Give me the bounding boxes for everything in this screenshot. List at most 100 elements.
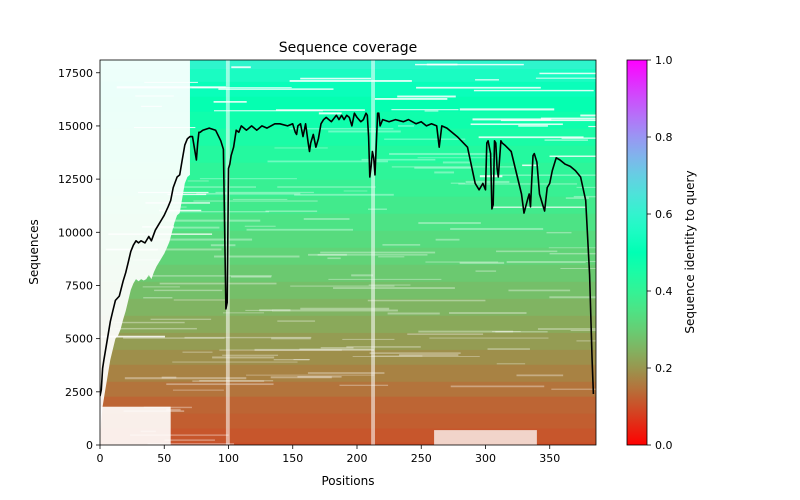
gap-streak [215, 191, 314, 194]
gap-streak [458, 183, 578, 185]
gap-streak [491, 206, 587, 208]
x-tick-label: 350 [539, 452, 560, 465]
low-identity-gap [100, 406, 171, 445]
gap-streak [492, 331, 521, 333]
gap-streak [346, 346, 421, 348]
gap-streak [159, 209, 202, 212]
gap-streak [275, 109, 365, 111]
identity-band [100, 349, 596, 365]
y-tick-label: 7500 [65, 279, 93, 292]
colorbar-label: Sequence identity to query [683, 170, 697, 333]
gap-streak [361, 158, 436, 161]
gap-streak [368, 284, 411, 286]
gap-streak [218, 88, 334, 90]
gap-streak [144, 275, 272, 277]
gap-streak [351, 274, 374, 277]
gap-streak [397, 95, 456, 98]
gap-streak [143, 297, 173, 299]
gap-streak [459, 108, 555, 111]
colorbar-ticks: 0.0 0.2 0.4 0.6 0.8 1.0 [647, 54, 673, 452]
gap-streak [166, 408, 181, 411]
gap-streak [299, 348, 372, 350]
gap-streak [277, 320, 316, 322]
y-axis-label: Sequences [27, 219, 41, 284]
colorbar-tick-label: 0.6 [655, 208, 673, 221]
gap-streak [142, 286, 180, 288]
gap-streak [277, 186, 376, 188]
gap-streak [435, 238, 460, 241]
gap-streak [434, 171, 455, 174]
gap-streak [213, 110, 323, 112]
gap-streak [137, 191, 209, 194]
gap-streak [154, 289, 223, 292]
gap-streak [116, 86, 226, 89]
gap-streak [367, 299, 486, 302]
gap-streak [522, 164, 539, 167]
gap-streak [169, 211, 270, 213]
x-tick-label: 250 [411, 452, 432, 465]
gap-streak [549, 252, 596, 255]
gap-streak [245, 309, 273, 311]
gap-streak [546, 231, 572, 234]
gap-streak [565, 197, 590, 199]
gap-streak [150, 318, 212, 320]
gap-streak [191, 87, 292, 89]
gap-streak [384, 138, 466, 140]
gap-streak [450, 227, 544, 230]
gap-streak [159, 282, 277, 285]
gap-streak [147, 443, 235, 445]
gap-streak [382, 244, 421, 246]
gap-streak [173, 299, 229, 301]
gap-streak [570, 329, 596, 332]
gap-streak [487, 348, 530, 350]
gap-streak [475, 270, 497, 272]
identity-band [100, 441, 596, 445]
gap-streak [114, 321, 185, 324]
x-tick-label: 0 [97, 452, 104, 465]
gap-streak [267, 160, 388, 163]
gap-streak [449, 312, 527, 314]
identity-band [100, 315, 596, 333]
gap-streak [549, 296, 596, 299]
y-tick-label: 15000 [58, 120, 93, 133]
gap-streak [516, 374, 564, 377]
gap-streak [391, 109, 459, 111]
colorbar: 0.0 0.2 0.4 0.6 0.8 1.0 Sequence identity to … [626, 54, 697, 452]
x-tick-label: 150 [282, 452, 303, 465]
gap-streak [539, 72, 596, 75]
gap-streak [254, 348, 375, 351]
identity-band [100, 364, 596, 382]
x-tick-label: 200 [346, 452, 367, 465]
gap-streak [193, 200, 318, 202]
gap-streak [425, 261, 499, 263]
gap-streak [170, 206, 187, 208]
gap-streak [199, 178, 297, 180]
gap-streak [576, 186, 596, 188]
gap-streak [495, 331, 548, 333]
gap-streak [130, 434, 229, 436]
gap-streak [371, 355, 423, 357]
identity-band [100, 264, 596, 282]
chart-title: Sequence coverage [279, 40, 418, 56]
gap-streak [320, 251, 436, 254]
gap-streak [352, 355, 480, 357]
gap-streak [500, 119, 596, 122]
gap-streak [320, 347, 354, 349]
gap-streak [389, 152, 492, 156]
gap-streak [149, 238, 253, 241]
low-identity-gap [434, 430, 537, 445]
gap-streak [161, 376, 177, 379]
gap-streak [548, 247, 596, 249]
x-tick-label: 100 [218, 452, 239, 465]
gap-streak [246, 228, 354, 231]
identity-band [100, 381, 596, 397]
y-axis-ticks: 0 2500 5000 7500 10000 12500 15000 17500 [58, 67, 100, 452]
gap-streak [123, 337, 225, 339]
gap-streak [265, 210, 318, 213]
gap-streak [308, 253, 347, 256]
gap-streak [210, 244, 236, 247]
identity-band [100, 413, 596, 429]
gap-streak [551, 388, 596, 390]
gap-streak [387, 312, 440, 315]
gap-streak [478, 136, 584, 139]
